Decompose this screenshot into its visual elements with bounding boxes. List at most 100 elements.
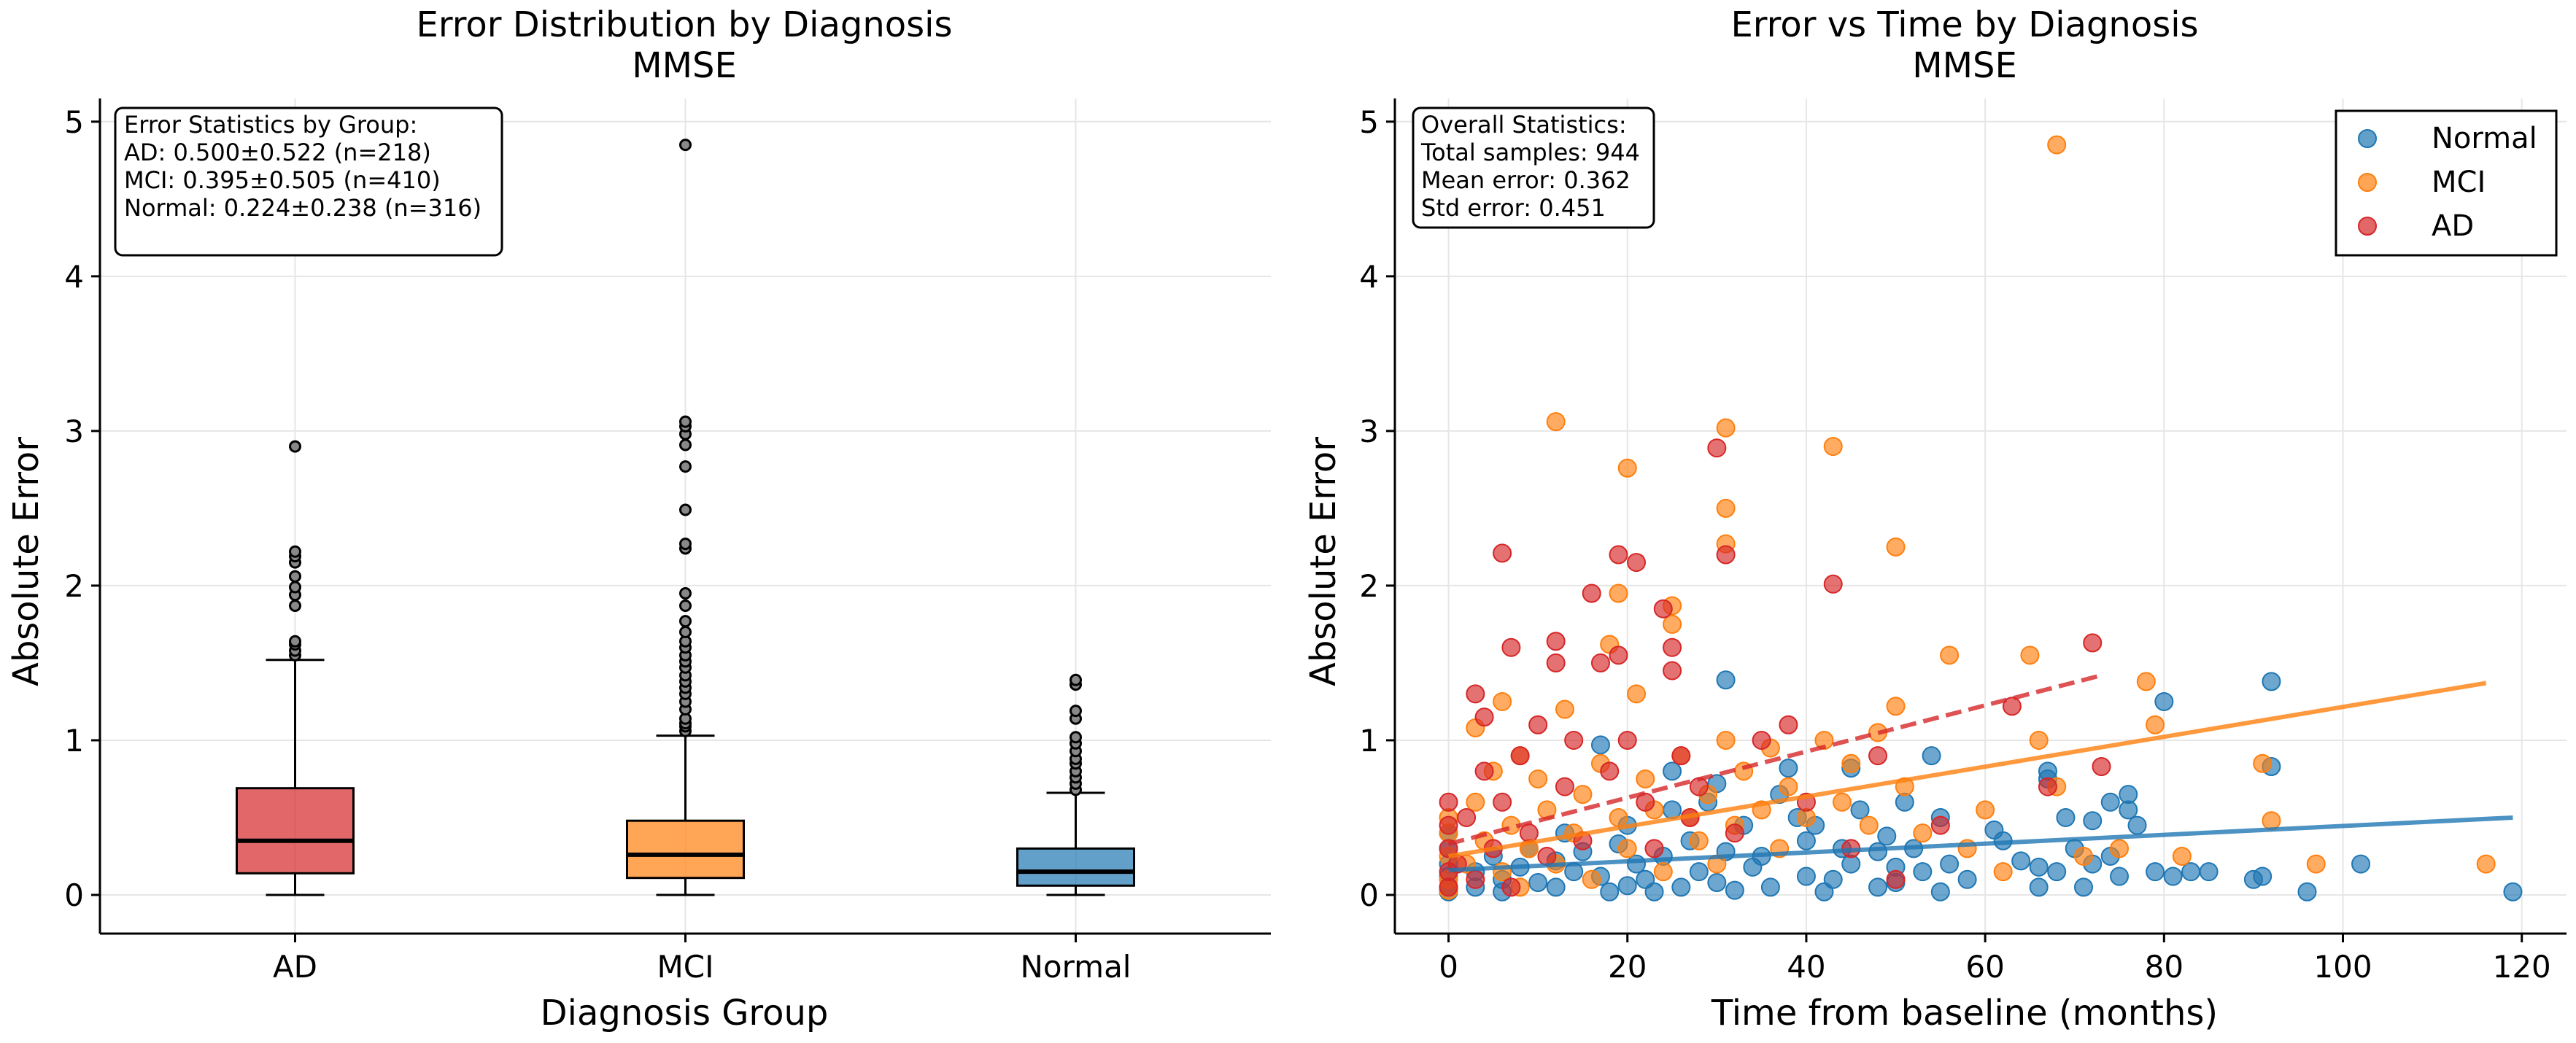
right-x-tick-label: 40 xyxy=(1787,949,1825,985)
point-mci xyxy=(2146,715,2165,734)
right-x-axis-label: Time from baseline (months) xyxy=(1711,993,2218,1034)
point-normal xyxy=(2110,866,2130,886)
point-mci xyxy=(2029,730,2049,750)
right-stats-line: Mean error: 0.362 xyxy=(1421,166,1631,194)
point-normal xyxy=(2011,851,2031,871)
outlier-point xyxy=(289,581,301,594)
left-stats-line: Error Statistics by Group: xyxy=(124,111,417,139)
point-mci xyxy=(1913,823,1933,843)
point-normal xyxy=(2056,807,2076,827)
point-normal xyxy=(1940,854,1960,874)
point-mci xyxy=(1976,800,1995,820)
left-y-tick-label: 5 xyxy=(64,104,84,140)
point-ad xyxy=(1555,777,1574,796)
point-mci xyxy=(1886,697,1906,716)
left-stats-line: MCI: 0.395±0.505 (n=410) xyxy=(124,166,441,194)
point-mci xyxy=(2476,854,2496,874)
outlier-point xyxy=(679,415,692,428)
point-ad xyxy=(1590,653,1610,672)
point-normal xyxy=(2100,792,2120,812)
right-x-tick-label: 0 xyxy=(1439,949,1458,985)
legend-label-normal: Normal xyxy=(2432,122,2537,155)
point-mci xyxy=(1582,869,1601,889)
box-mci xyxy=(626,819,745,880)
point-ad xyxy=(1627,553,1647,573)
point-normal xyxy=(1716,670,1736,690)
left-y-tick-label: 4 xyxy=(64,259,84,295)
outlier-point xyxy=(679,615,692,628)
point-normal xyxy=(1617,876,1637,896)
point-normal xyxy=(2163,866,2183,886)
point-ad xyxy=(1582,583,1601,603)
point-mci xyxy=(1466,792,1485,812)
point-ad xyxy=(1439,815,1458,835)
point-mci xyxy=(1609,807,1628,827)
point-mci xyxy=(1573,785,1593,804)
right-y-tick-label: 4 xyxy=(1359,259,1379,295)
point-mci xyxy=(1528,769,1548,788)
point-mci xyxy=(2136,672,2156,691)
point-normal xyxy=(1922,746,1941,766)
point-ad xyxy=(1653,599,1673,619)
point-normal xyxy=(1868,877,1888,897)
point-ad xyxy=(1474,761,1494,781)
point-mci xyxy=(2306,854,2326,874)
point-ad xyxy=(1439,792,1458,812)
point-normal xyxy=(1823,869,1843,889)
point-normal xyxy=(2503,882,2523,902)
right-y-tick-label: 3 xyxy=(1359,414,1379,449)
point-normal xyxy=(1796,831,1816,850)
right-x-tick-label: 60 xyxy=(1965,949,2004,985)
left-stats-frame xyxy=(114,106,503,257)
left-x-axis-label: Diagnosis Group xyxy=(541,993,829,1034)
point-normal xyxy=(1689,862,1709,882)
box-ad xyxy=(236,787,355,875)
point-mci xyxy=(1617,458,1637,478)
left-x-tick-label: Normal xyxy=(1021,949,1132,985)
right-x-tick-label: 20 xyxy=(1608,949,1647,985)
point-ad xyxy=(1823,574,1843,594)
point-ad xyxy=(1439,877,1458,897)
point-mci xyxy=(1617,839,1637,858)
left-ticks: 0 1 2 3 4 5 AD MCI Normal xyxy=(64,104,1131,985)
legend-label-ad: AD xyxy=(2432,209,2474,243)
point-mci xyxy=(2262,811,2281,831)
right-x-tick-label: 100 xyxy=(2313,949,2372,985)
trend-line-ad xyxy=(1447,672,2103,846)
point-ad xyxy=(1609,545,1628,565)
left-stats-line: Normal: 0.224±0.238 (n=316) xyxy=(124,194,481,222)
point-normal xyxy=(2127,815,2147,835)
outlier-point xyxy=(1070,731,1082,744)
point-mci xyxy=(1689,831,1709,850)
point-normal xyxy=(1779,759,1798,778)
point-ad xyxy=(1528,715,1548,734)
point-normal xyxy=(2297,882,2317,902)
point-ad xyxy=(1752,730,1771,750)
point-normal xyxy=(2029,857,2049,877)
right-y-tick-label: 5 xyxy=(1359,104,1379,140)
point-ad xyxy=(1663,661,1682,681)
point-ad xyxy=(1493,543,1512,563)
outlier-point xyxy=(679,538,692,551)
right-stats-line: Std error: 0.451 xyxy=(1421,194,1606,222)
outlier-point xyxy=(289,440,301,453)
point-normal xyxy=(2199,862,2219,882)
left-x-tick-label: AD xyxy=(273,949,317,985)
left-panel: 0 1 2 3 4 5 AD MCI Normal Error Distribution by … xyxy=(6,4,1271,1034)
right-trend-lines xyxy=(1447,672,2513,873)
left-chart-title: Error Distribution by Diagnosis xyxy=(417,4,953,45)
point-normal xyxy=(1707,873,1727,893)
point-mci xyxy=(2110,839,2130,858)
point-mci xyxy=(1716,730,1736,750)
outlier-point xyxy=(679,438,692,451)
point-ad xyxy=(2002,697,2022,716)
right-y-tick-label: 0 xyxy=(1359,877,1379,913)
point-normal xyxy=(1671,877,1691,897)
point-normal xyxy=(2119,785,2138,804)
outlier-point xyxy=(679,503,692,516)
point-normal xyxy=(1546,877,1566,897)
point-mci xyxy=(1859,815,1879,835)
outlier-point xyxy=(1070,705,1082,718)
outlier-point xyxy=(289,599,301,612)
point-normal xyxy=(2146,862,2165,882)
